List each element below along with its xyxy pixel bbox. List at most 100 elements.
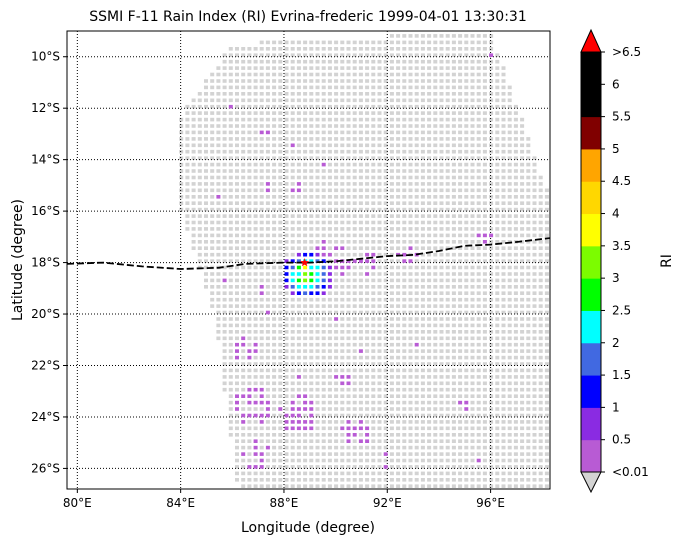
swath-pixel xyxy=(414,201,419,205)
swath-pixel xyxy=(458,130,463,135)
swath-pixel xyxy=(309,484,314,488)
swath-pixel xyxy=(389,34,394,38)
swath-pixel xyxy=(284,124,289,128)
swath-pixel xyxy=(241,182,246,186)
swath-pixel xyxy=(482,375,487,379)
swath-pixel xyxy=(272,265,277,270)
swath-pixel xyxy=(520,342,525,347)
swath-pixel xyxy=(228,53,233,57)
swath-pixel xyxy=(265,111,270,115)
swath-pixel xyxy=(396,272,401,276)
swath-pixel xyxy=(222,92,227,96)
swath-pixel xyxy=(253,143,258,148)
swath-pixel xyxy=(235,66,239,70)
swath-pixel xyxy=(253,47,258,51)
swath-pixel xyxy=(464,330,469,334)
swath-pixel xyxy=(513,355,518,360)
swath-pixel xyxy=(495,124,500,128)
swath-pixel xyxy=(420,53,425,57)
swath-pixel xyxy=(427,130,432,135)
swath-pixel xyxy=(228,330,233,334)
swath-pixel xyxy=(241,169,246,173)
swath-pixel xyxy=(464,278,469,283)
swath-pixel xyxy=(197,98,202,103)
swath-pixel xyxy=(235,85,239,90)
swath-pixel xyxy=(327,182,332,186)
swath-pixel xyxy=(197,188,202,193)
rain-pixel xyxy=(476,233,481,238)
swath-pixel xyxy=(365,381,370,386)
swath-pixel xyxy=(371,452,376,456)
swath-pixel xyxy=(253,182,258,186)
swath-pixel xyxy=(358,336,363,341)
swath-pixel xyxy=(402,195,407,199)
swath-pixel xyxy=(464,34,469,38)
swath-pixel xyxy=(284,143,289,148)
swath-pixel xyxy=(334,175,339,180)
swath-pixel xyxy=(513,149,518,154)
swath-pixel xyxy=(464,445,469,450)
swath-pixel xyxy=(458,381,463,386)
swath-pixel xyxy=(427,34,432,38)
swath-pixel xyxy=(185,182,190,186)
swath-pixel xyxy=(383,259,388,263)
swath-pixel xyxy=(309,381,314,386)
swath-pixel xyxy=(253,336,258,341)
swath-pixel xyxy=(482,182,487,186)
swath-pixel xyxy=(408,40,413,45)
swath-pixel xyxy=(303,59,308,64)
swath-pixel xyxy=(427,381,432,386)
swath-pixel xyxy=(445,143,450,148)
swath-pixel xyxy=(427,92,432,96)
swath-pixel xyxy=(321,104,326,109)
swath-pixel xyxy=(303,445,308,450)
swath-pixel xyxy=(265,323,270,328)
swath-pixel xyxy=(340,465,345,469)
swath-pixel xyxy=(451,79,456,83)
swath-pixel xyxy=(396,169,401,173)
swath-pixel xyxy=(346,220,351,225)
swath-pixel xyxy=(340,233,345,238)
swath-pixel xyxy=(259,201,264,205)
swath-pixel xyxy=(482,394,487,398)
swath-pixel xyxy=(526,188,531,193)
swath-pixel xyxy=(513,317,518,321)
swath-pixel xyxy=(470,227,475,231)
swath-pixel xyxy=(458,355,463,360)
swath-pixel xyxy=(371,227,376,231)
swath-pixel xyxy=(265,387,270,392)
swath-pixel xyxy=(433,85,438,90)
swath-pixel xyxy=(340,227,345,231)
swath-pixel xyxy=(520,323,525,328)
swath-pixel xyxy=(451,458,456,463)
swath-pixel xyxy=(476,169,481,173)
swath-pixel xyxy=(464,387,469,392)
swath-pixel xyxy=(433,362,438,366)
swath-pixel xyxy=(352,471,357,476)
swath-pixel xyxy=(464,195,469,199)
swath-pixel xyxy=(520,220,525,225)
swath-pixel xyxy=(365,458,370,463)
swath-pixel xyxy=(445,336,450,341)
rain-pixel xyxy=(327,252,332,257)
swath-pixel xyxy=(222,169,227,173)
swath-pixel xyxy=(241,79,246,83)
swath-pixel xyxy=(327,169,332,173)
rain-pixel xyxy=(290,265,295,270)
swath-pixel xyxy=(346,201,351,205)
swath-pixel xyxy=(501,188,506,193)
swath-pixel xyxy=(272,137,277,141)
swath-pixel xyxy=(532,471,537,476)
rain-pixel xyxy=(290,291,295,295)
swath-pixel xyxy=(414,47,419,51)
swath-pixel xyxy=(414,400,419,405)
swath-pixel xyxy=(346,214,351,218)
swath-pixel xyxy=(445,375,450,379)
swath-pixel xyxy=(520,484,525,488)
swath-pixel xyxy=(526,433,531,437)
swath-pixel xyxy=(365,484,370,488)
swath-pixel xyxy=(402,156,407,160)
swath-pixel xyxy=(296,452,301,456)
swath-pixel xyxy=(185,195,190,199)
swath-pixel xyxy=(402,149,407,154)
